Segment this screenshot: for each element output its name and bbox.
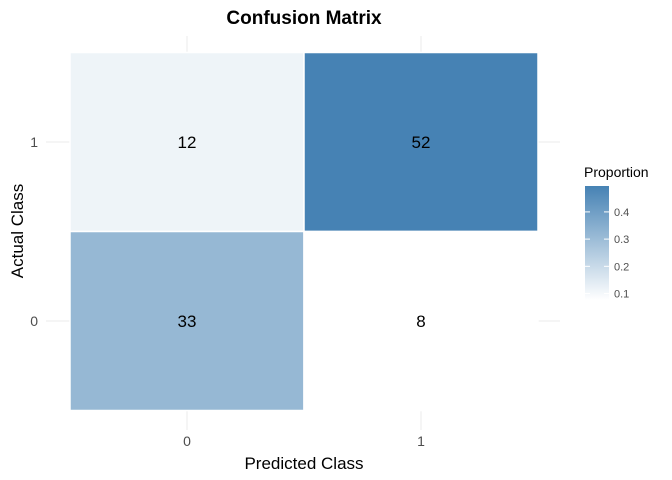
chart-title: Confusion Matrix (226, 8, 382, 29)
heatmap-cells: 12 52 33 8 (69, 51, 539, 412)
cell-pred-1-actual-1: 52 (303, 51, 539, 233)
cell-count-label: 52 (412, 133, 431, 152)
cell-count-label: 8 (416, 312, 425, 331)
legend-tick-label: 0.3 (614, 234, 629, 246)
y-axis-title: Actual Class (8, 184, 27, 278)
heatmap-cell (69, 51, 305, 233)
heatmap-cell (69, 230, 305, 412)
legend-tick-label: 0.2 (614, 261, 629, 273)
x-tick-label-1: 1 (417, 433, 425, 449)
axis-ticks: 0 1 0 1 (30, 134, 425, 449)
x-axis-title: Predicted Class (244, 454, 363, 473)
legend-colorbar (585, 186, 609, 300)
cell-count-label: 33 (178, 312, 197, 331)
y-tick-label-0: 0 (30, 313, 38, 329)
heatmap-cell (303, 230, 539, 412)
legend-ticks: 0.1 0.2 0.3 0.4 (585, 207, 629, 301)
legend-tick-label: 0.4 (614, 207, 629, 219)
y-tick-label-1: 1 (30, 134, 38, 150)
cell-pred-0-actual-1: 12 (69, 51, 305, 233)
legend-title: Proportion (584, 164, 649, 180)
cell-count-label: 12 (178, 133, 197, 152)
cell-pred-0-actual-0: 33 (69, 230, 305, 412)
cell-pred-1-actual-0: 8 (303, 230, 539, 412)
x-tick-label-0: 0 (183, 433, 191, 449)
legend: Proportion 0.1 0.2 0.3 0.4 (584, 164, 649, 301)
legend-tick-label: 0.1 (614, 289, 629, 301)
